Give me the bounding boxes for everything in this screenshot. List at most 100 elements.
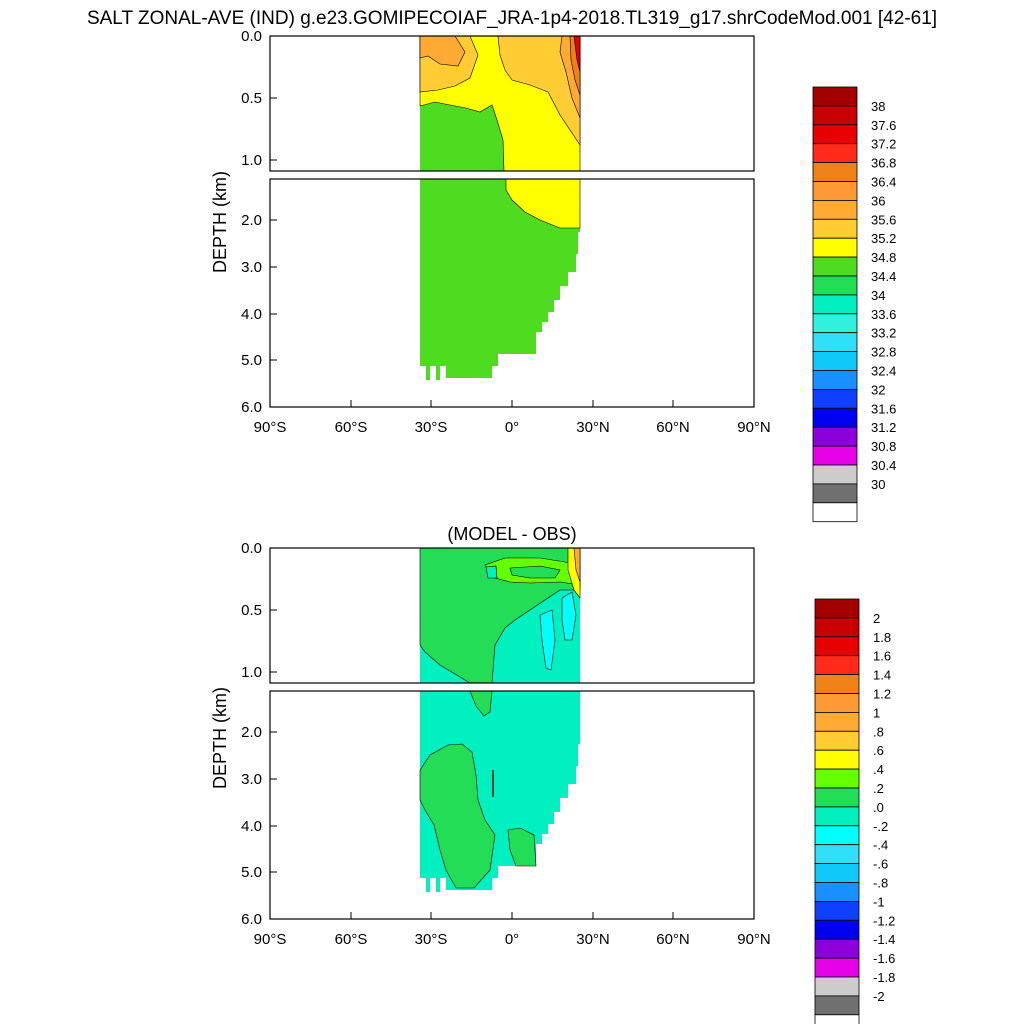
y-axis-label: DEPTH (km) [210, 171, 230, 273]
x-tick-label: 60°S [335, 419, 368, 436]
difference-x-ticks: 90°S 60°S 30°S 0° 30°N 60°N 90°N [254, 912, 771, 948]
y-tick-label: 5.0 [241, 352, 262, 369]
colorbar-label: 34.4 [871, 269, 896, 284]
colorbar-label: -2 [873, 989, 885, 1004]
colorbar-label: 33.6 [871, 307, 896, 322]
colorbar-box [812, 275, 858, 296]
salinity-lower-field [420, 179, 581, 380]
colorbar-label: 30.8 [871, 439, 896, 454]
colorbar-label: 36.4 [871, 175, 896, 190]
salinity-colorbar: 38 37.6 37.2 36.8 36.4 36 35.6 35.2 34.8 34.4 34 33… [812, 86, 896, 523]
x-tick-label: 30°N [576, 419, 610, 436]
contour-light-cyan-b [561, 591, 577, 641]
colorbar-box [812, 483, 858, 504]
colorbar-label: 1 [873, 705, 880, 720]
colorbar-label: .0 [873, 800, 884, 815]
colorbar-label: .8 [873, 724, 884, 739]
colorbar-label: 33.2 [871, 326, 896, 341]
y-tick-label: 0.0 [241, 28, 262, 45]
y-tick-label: 0.0 [241, 540, 262, 557]
colorbar-box [812, 86, 858, 107]
colorbar-label: 34 [871, 288, 885, 303]
colorbar-label: -1.2 [873, 913, 895, 928]
colorbar-box [812, 124, 858, 145]
colorbar-label: 1.6 [873, 649, 891, 664]
difference-panel: (MODEL - OBS) [210, 524, 895, 1024]
y-tick-label: 1.0 [241, 152, 262, 169]
colorbar-label: -.2 [873, 819, 888, 834]
difference-panel-title: (MODEL - OBS) [447, 524, 576, 544]
colorbar-label: 31.2 [871, 420, 896, 435]
colorbar-box [814, 976, 860, 997]
contour-green-inner [509, 565, 561, 579]
colorbar-label: .4 [873, 762, 884, 777]
x-tick-label: 90°S [254, 419, 287, 436]
difference-lower-field [419, 691, 580, 892]
contour-red-east [573, 36, 581, 73]
colorbar-box [812, 351, 858, 371]
colorbar-box [814, 938, 860, 959]
colorbar-label: 30.4 [871, 458, 896, 473]
colorbar-label: 35.2 [871, 231, 896, 246]
salinity-upper-field [419, 36, 581, 171]
colorbar-label: 36.8 [871, 156, 896, 171]
difference-colorbar: 21.81.61.41.21.8.6.4.2.0-.2-.4-.6-.8-1-1… [814, 598, 895, 1024]
colorbar-box [812, 256, 858, 277]
contour-green-deep-west [419, 743, 496, 889]
colorbar-box [812, 332, 858, 353]
contour-green-tongue [469, 691, 493, 717]
colorbar-label: 2 [873, 611, 880, 626]
difference-upper-frame [269, 547, 755, 684]
y-tick-label: 3.0 [241, 771, 262, 788]
colorbar-box [814, 844, 860, 865]
colorbar-box [812, 502, 858, 523]
x-tick-label: 30°N [576, 931, 610, 948]
y-tick-label: 1.0 [241, 664, 262, 681]
colorbar-label: 37.2 [871, 137, 896, 152]
x-tick-label: 30°S [415, 931, 448, 948]
colorbar-label: 1.2 [873, 687, 891, 702]
colorbar-box [814, 655, 860, 676]
colorbar-box [812, 105, 858, 126]
deep-green-water [420, 179, 580, 380]
y-tick-label: 4.0 [241, 306, 262, 323]
colorbar-box [814, 825, 860, 846]
colorbar-label: -.8 [873, 876, 888, 891]
x-tick-label: 60°N [656, 419, 690, 436]
colorbar-box [812, 388, 858, 409]
colorbar-label: 37.6 [871, 118, 896, 133]
colorbar-label: 32.4 [871, 364, 896, 379]
colorbar-box [812, 199, 858, 220]
colorbar-label: -.6 [873, 857, 888, 872]
x-tick-label: 0° [505, 931, 519, 948]
salinity-upper-frame [269, 35, 755, 172]
contour-orange-west [419, 36, 466, 67]
colorbar-box [812, 407, 858, 428]
y-tick-label: 2.0 [241, 724, 262, 741]
y-tick-label: 3.0 [241, 259, 262, 276]
x-tick-label: 90°S [254, 931, 287, 948]
colorbar-box [812, 313, 858, 334]
colorbar-box [814, 674, 860, 694]
colorbar-box [814, 749, 860, 770]
x-tick-label: 30°S [415, 419, 448, 436]
y-tick-label: 0.5 [241, 602, 262, 619]
salinity-panel: 0.0 0.5 1.0 2.0 3.0 4.0 5.0 6.0 90°S 60°… [210, 28, 896, 523]
colorbar-box [814, 882, 860, 902]
colorbar-box [814, 901, 860, 921]
colorbar-box [814, 1014, 860, 1024]
x-tick-label: 60°S [335, 931, 368, 948]
colorbar-box [812, 237, 858, 258]
colorbar-label: -1.8 [873, 970, 895, 985]
colorbar-label: .2 [873, 781, 884, 796]
colorbar-box [812, 426, 858, 447]
difference-upper-field [419, 548, 581, 683]
colorbar-label: 35.6 [871, 212, 896, 227]
y-tick-label: 2.0 [241, 212, 262, 229]
x-tick-label: 90°N [737, 931, 771, 948]
colorbar-box [812, 181, 858, 201]
difference-y-ticks: 0.0 0.5 1.0 2.0 3.0 4.0 5.0 6.0 [241, 540, 277, 928]
colorbar-label: 1.4 [873, 668, 891, 683]
colorbar-box [814, 598, 860, 619]
